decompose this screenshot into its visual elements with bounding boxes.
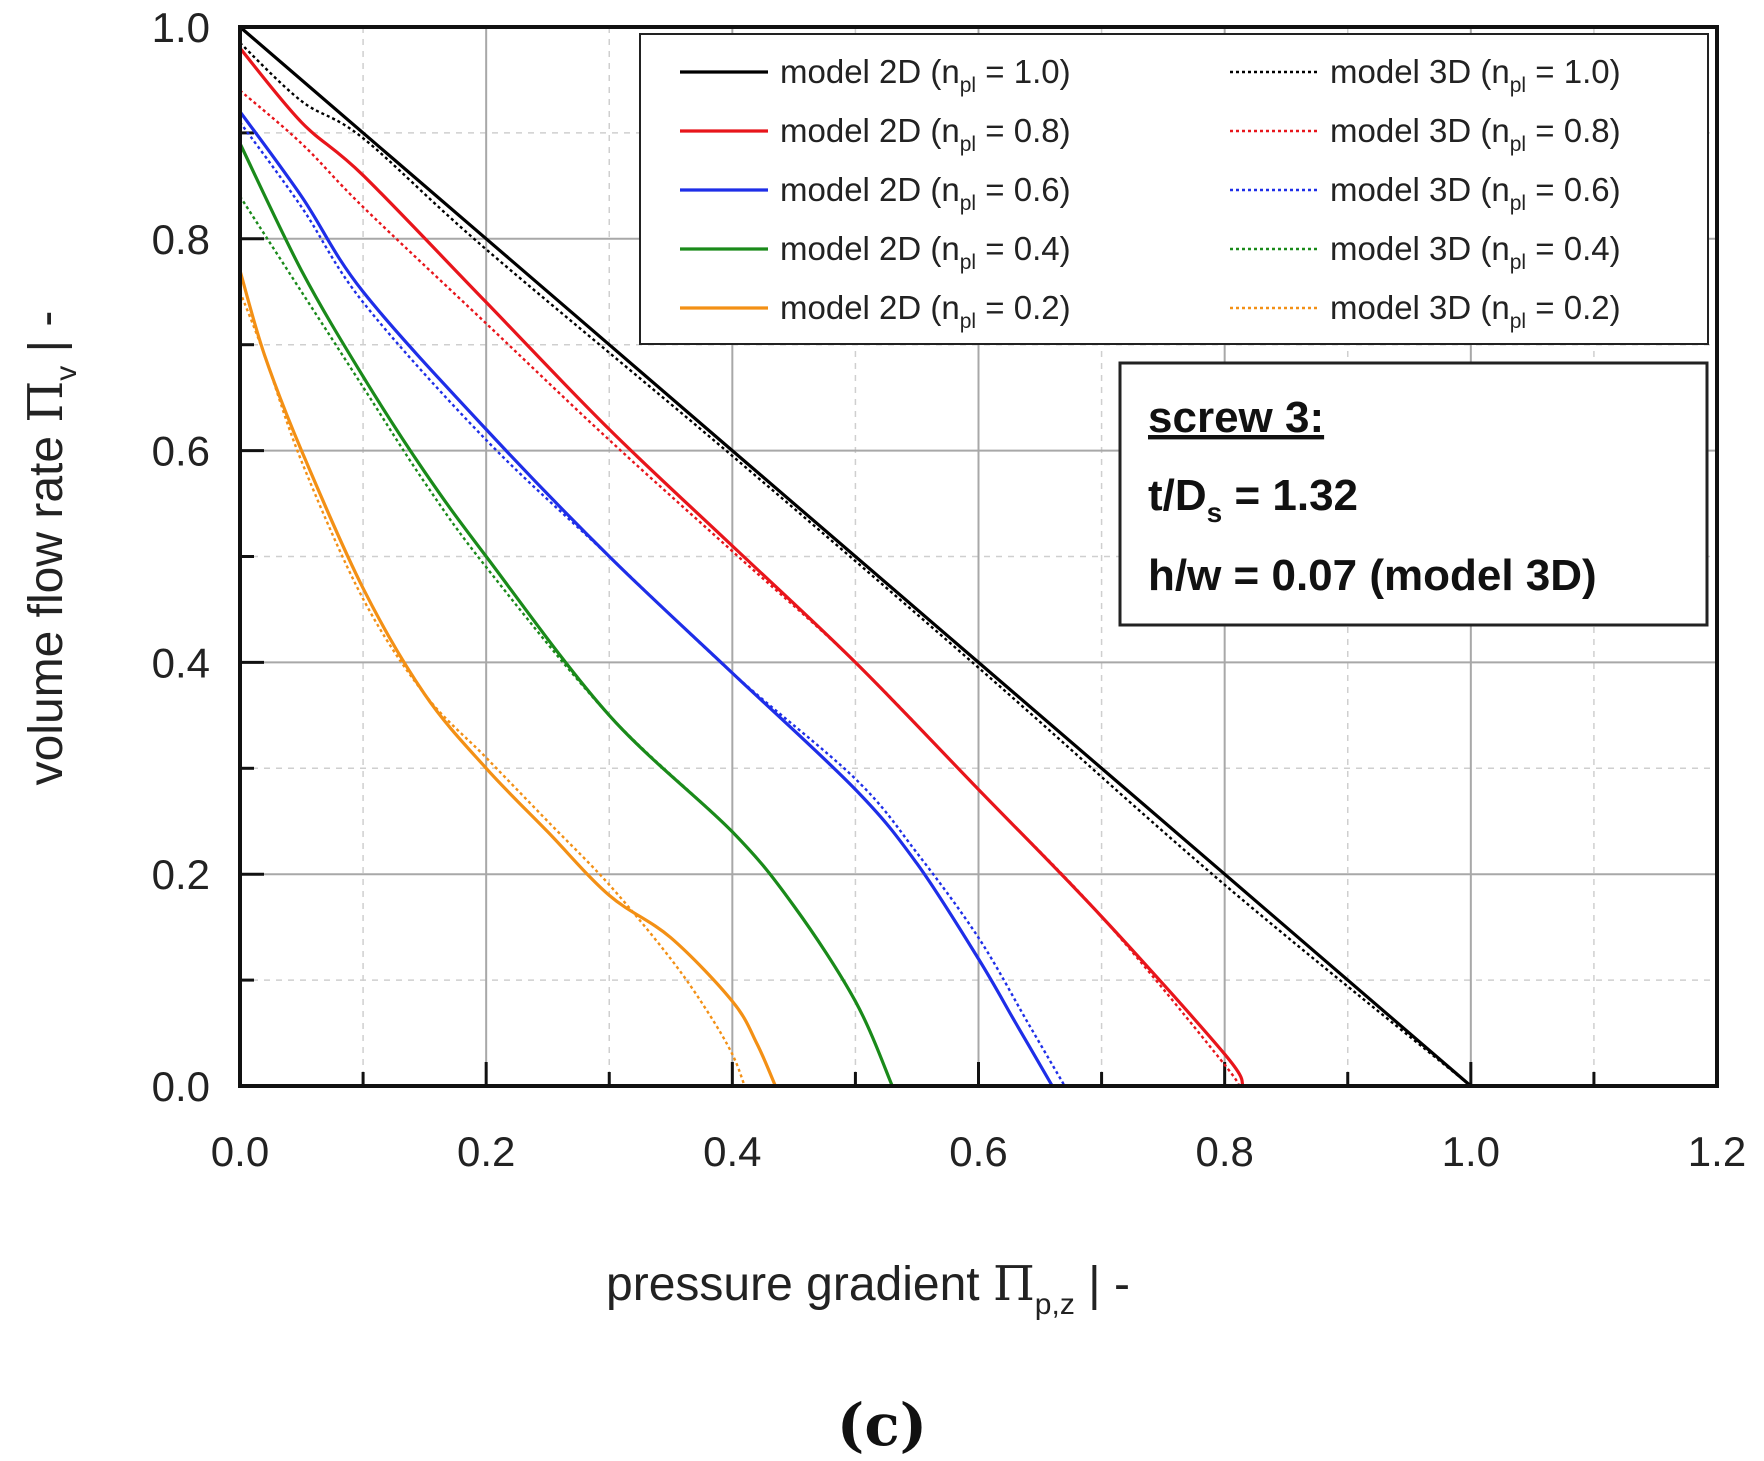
legend-label-value: = 1.0) <box>1526 53 1620 90</box>
y-axis-title-symbol: Π <box>18 381 74 423</box>
legend-label: model 3D (npl = 0.2) <box>1330 289 1621 333</box>
x-tick-label: 0.6 <box>949 1128 1007 1175</box>
legend-label-name: model 3D (n <box>1330 53 1510 90</box>
legend-label-name: model 2D (n <box>780 171 960 208</box>
x-tick-label: 0.4 <box>703 1128 761 1175</box>
legend-label-name: model 3D (n <box>1330 112 1510 149</box>
legend-label-subscript: pl <box>960 310 976 333</box>
legend: model 2D (npl = 1.0)model 2D (npl = 0.8)… <box>639 33 1709 345</box>
legend-label-subscript: pl <box>1510 133 1526 156</box>
legend-label: model 3D (npl = 0.6) <box>1330 171 1621 215</box>
legend-label-value: = 0.4) <box>976 230 1070 267</box>
legend-label-subscript: pl <box>960 192 976 215</box>
x-tick-label: 1.0 <box>1442 1128 1500 1175</box>
panel-label: (c) <box>837 1391 927 1459</box>
annotation-line1-sub: s <box>1207 497 1223 528</box>
y-tick-labels: 0.0 0.2 0.4 0.6 0.8 1.0 <box>152 4 210 1110</box>
annotation-line2: h/w = 0.07 (model 3D) <box>1148 551 1597 600</box>
x-tick-labels: 0.0 0.2 0.4 0.6 0.8 1.0 1.2 <box>211 1128 1746 1175</box>
y-tick-label: 0.0 <box>152 1063 210 1110</box>
y-axis-title-subscript: v <box>50 366 83 381</box>
annotation-line1-rest: = 1.32 <box>1222 471 1358 520</box>
legend-label-value: = 0.6) <box>1526 171 1620 208</box>
legend-label: model 3D (npl = 0.4) <box>1330 230 1621 274</box>
y-axis-title: volume flow rate Πv | - <box>18 311 83 786</box>
legend-label: model 3D (npl = 0.8) <box>1330 112 1621 156</box>
x-axis-title-subscript: p,z <box>1035 1288 1075 1321</box>
legend-label-value: = 0.4) <box>1526 230 1620 267</box>
series-line-model-3d-0-6 <box>239 121 1066 1087</box>
y-tick-label: 0.8 <box>152 216 210 263</box>
legend-label-subscript: pl <box>1510 251 1526 274</box>
series-lines <box>238 25 1472 1088</box>
x-axis-title-symbol: Π <box>993 1256 1035 1312</box>
legend-label: model 3D (npl = 1.0) <box>1330 53 1621 97</box>
x-axis-title-suffix: | - <box>1075 1258 1130 1311</box>
series-line-model-3d-0-2 <box>238 291 746 1087</box>
annotation-box: screw 3: t/Ds = 1.32 h/w = 0.07 (model 3… <box>1118 361 1709 627</box>
legend-label-name: model 2D (n <box>780 289 960 326</box>
x-axis-title-prefix: pressure gradient <box>606 1258 993 1311</box>
x-tick-label: 0.2 <box>457 1128 515 1175</box>
legend-label-subscript: pl <box>1510 192 1526 215</box>
annotation-line1: t/Ds = 1.32 <box>1148 471 1358 528</box>
legend-label-value: = 0.8) <box>976 112 1070 149</box>
series-line-model-3d-0-8 <box>239 89 1240 1087</box>
legend-label-name: model 3D (n <box>1330 230 1510 267</box>
legend-label: model 2D (npl = 0.8) <box>780 112 1071 156</box>
legend-label-subscript: pl <box>1510 310 1526 333</box>
y-tick-label: 0.6 <box>152 428 210 475</box>
series-line-model-2d-0-8 <box>238 47 1245 1087</box>
y-axis-title-prefix: volume flow rate <box>20 423 73 786</box>
x-axis-title: pressure gradient Πp,z | - <box>606 1256 1130 1321</box>
series-line-model-2d-0-6 <box>238 110 1054 1087</box>
x-tick-label: 0.0 <box>211 1128 269 1175</box>
annotation-title: screw 3: <box>1148 393 1324 442</box>
legend-label-subscript: pl <box>1510 74 1526 97</box>
y-tick-label: 0.2 <box>152 851 210 898</box>
legend-label-name: model 3D (n <box>1330 171 1510 208</box>
legend-label-value: = 0.2) <box>1526 289 1620 326</box>
series-line-model-2d-1-0 <box>238 25 1472 1088</box>
plot-frame <box>238 25 1719 1088</box>
legend-items: model 2D (npl = 1.0)model 2D (npl = 0.8)… <box>680 53 1621 333</box>
legend-label-value: = 0.8) <box>1526 112 1620 149</box>
legend-label-value: = 0.2) <box>976 289 1070 326</box>
legend-label: model 2D (npl = 1.0) <box>780 53 1071 97</box>
y-tick-label: 0.4 <box>152 639 210 686</box>
legend-label-subscript: pl <box>960 133 976 156</box>
series-line-model-3d-0-4 <box>238 195 894 1087</box>
legend-label-subscript: pl <box>960 251 976 274</box>
series-line-model-3d-1-0 <box>239 42 1472 1087</box>
x-tick-label: 0.8 <box>1195 1128 1253 1175</box>
legend-label-name: model 2D (n <box>780 230 960 267</box>
legend-label-name: model 2D (n <box>780 112 960 149</box>
series-line-model-2d-0-2 <box>238 270 777 1087</box>
y-tick-label: 1.0 <box>152 4 210 51</box>
legend-label: model 2D (npl = 0.6) <box>780 171 1071 215</box>
x-tick-label: 1.2 <box>1688 1128 1746 1175</box>
legend-label-name: model 2D (n <box>780 53 960 90</box>
legend-label-value: = 0.6) <box>976 171 1070 208</box>
legend-label-name: model 3D (n <box>1330 289 1510 326</box>
annotation-frame <box>1118 361 1709 627</box>
annotation-line1-main: t/D <box>1148 471 1207 520</box>
y-axis-title-suffix: | - <box>20 311 73 366</box>
legend-label-subscript: pl <box>960 74 976 97</box>
legend-label-value: = 1.0) <box>976 53 1070 90</box>
legend-box <box>639 33 1709 345</box>
legend-label: model 2D (npl = 0.2) <box>780 289 1071 333</box>
legend-label: model 2D (npl = 0.4) <box>780 230 1071 274</box>
